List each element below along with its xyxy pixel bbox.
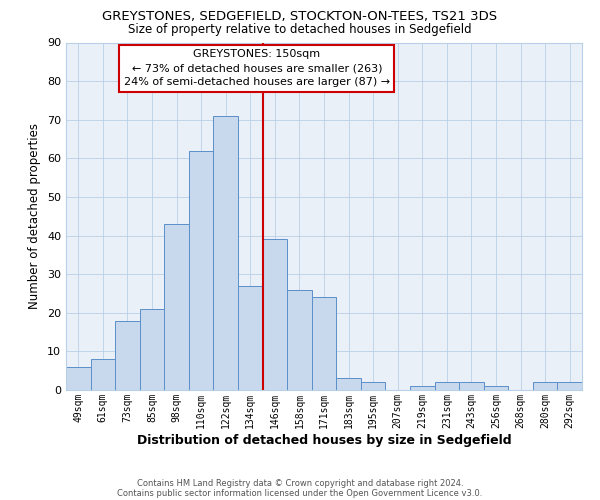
Bar xyxy=(557,382,582,390)
Bar xyxy=(484,386,508,390)
Bar xyxy=(214,116,238,390)
X-axis label: Distribution of detached houses by size in Sedgefield: Distribution of detached houses by size … xyxy=(137,434,511,446)
Bar xyxy=(410,386,434,390)
Bar xyxy=(287,290,312,390)
Bar xyxy=(164,224,189,390)
Bar xyxy=(533,382,557,390)
Text: Size of property relative to detached houses in Sedgefield: Size of property relative to detached ho… xyxy=(128,22,472,36)
Bar xyxy=(312,298,336,390)
Bar xyxy=(263,240,287,390)
Bar xyxy=(336,378,361,390)
Bar xyxy=(115,320,140,390)
Bar xyxy=(434,382,459,390)
Text: Contains HM Land Registry data © Crown copyright and database right 2024.: Contains HM Land Registry data © Crown c… xyxy=(137,478,463,488)
Bar xyxy=(238,286,263,390)
Bar xyxy=(140,309,164,390)
Y-axis label: Number of detached properties: Number of detached properties xyxy=(28,123,41,309)
Text: Contains public sector information licensed under the Open Government Licence v3: Contains public sector information licen… xyxy=(118,488,482,498)
Text: GREYSTONES: 150sqm
← 73% of detached houses are smaller (263)
24% of semi-detach: GREYSTONES: 150sqm ← 73% of detached hou… xyxy=(124,50,390,88)
Text: GREYSTONES, SEDGEFIELD, STOCKTON-ON-TEES, TS21 3DS: GREYSTONES, SEDGEFIELD, STOCKTON-ON-TEES… xyxy=(103,10,497,23)
Bar xyxy=(66,367,91,390)
Bar xyxy=(459,382,484,390)
Bar xyxy=(91,359,115,390)
Bar xyxy=(189,150,214,390)
Bar xyxy=(361,382,385,390)
